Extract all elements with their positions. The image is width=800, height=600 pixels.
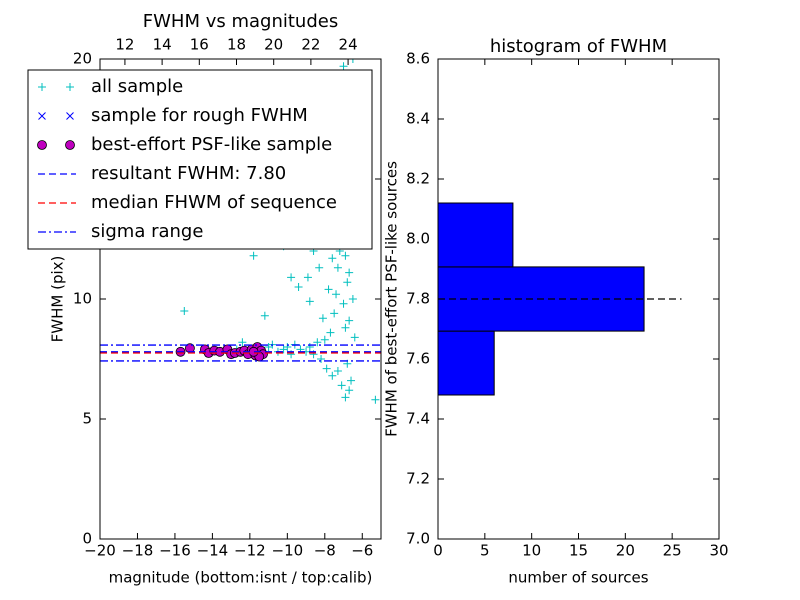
point	[283, 343, 292, 351]
point	[347, 376, 356, 385]
point	[333, 367, 342, 375]
legend-box	[27, 69, 373, 250]
x-tick-label: 25	[663, 542, 682, 560]
x2-tick-label: 24	[339, 36, 358, 54]
point	[37, 140, 47, 150]
point	[180, 307, 189, 315]
y-tick-label: 7.6	[406, 350, 430, 368]
legend-label: best-effort PSF-like sample	[91, 134, 332, 155]
point	[348, 295, 357, 303]
y-tick-label: 8.6	[406, 50, 430, 68]
point	[328, 371, 337, 380]
point	[324, 285, 333, 294]
x-tick-label: −12	[234, 542, 266, 560]
point	[339, 299, 348, 308]
x2-tick-label: 18	[227, 36, 246, 54]
y-axis-label: FWHM of best-effort PSF-like sources	[383, 161, 401, 437]
legend-label: sample for rough FWHM	[91, 105, 308, 126]
legend-label: sigma range	[91, 221, 203, 242]
y-tick-label: 0	[82, 530, 92, 548]
point	[339, 62, 348, 71]
y-tick-label: 8.4	[406, 110, 430, 128]
bar	[437, 330, 495, 396]
x-tick-label: 20	[616, 542, 635, 560]
x-tick-label: −8	[314, 542, 336, 560]
legend-label: median FHWM of sequence	[91, 192, 337, 213]
point	[350, 333, 359, 342]
y-tick-label: 8.2	[406, 170, 430, 188]
point	[238, 338, 247, 347]
x-tick-label: −6	[351, 542, 373, 560]
x-tick-label: 5	[480, 542, 490, 560]
point	[343, 278, 352, 287]
x2-tick-label: 14	[153, 36, 172, 54]
legend-label: resultant FWHM: 7.80	[91, 163, 286, 184]
point	[303, 273, 312, 282]
x-tick-label: 0	[433, 542, 443, 560]
point	[66, 83, 74, 91]
x2-tick-label: 22	[301, 36, 320, 54]
point	[333, 263, 342, 272]
point	[345, 386, 354, 395]
point	[305, 343, 314, 351]
x-tick-label: −20	[84, 542, 116, 560]
x-axis-label: number of sources	[508, 569, 648, 587]
x2-tick-label: 16	[190, 36, 209, 54]
point	[341, 323, 350, 332]
chart-title: FWHM vs magnitudes	[143, 11, 338, 32]
point	[322, 364, 331, 373]
point	[345, 316, 354, 325]
point	[371, 395, 380, 404]
point	[337, 381, 346, 390]
y-tick-label: 5	[82, 410, 92, 428]
x-tick-label: −10	[272, 542, 304, 560]
plot-border	[99, 58, 382, 540]
x-tick-label: 10	[522, 542, 541, 560]
point	[249, 251, 258, 260]
point	[317, 355, 326, 363]
point	[328, 254, 337, 263]
y-tick-label: 7.2	[406, 470, 430, 488]
point	[320, 335, 329, 344]
point	[348, 59, 357, 63]
x-tick-label: 15	[569, 542, 588, 560]
y-tick-label: 8.0	[406, 230, 430, 248]
point	[294, 283, 303, 291]
x2-tick-label: 20	[264, 36, 283, 54]
y-tick-label: 7.0	[406, 530, 430, 548]
point	[345, 268, 354, 277]
point	[38, 83, 46, 91]
x2-tick-label: 12	[115, 36, 134, 54]
point	[305, 297, 314, 306]
point	[66, 112, 74, 120]
point	[318, 314, 327, 323]
bar	[437, 202, 514, 268]
point	[326, 328, 335, 337]
x-tick-label: −16	[159, 542, 191, 560]
point	[313, 338, 322, 347]
y-tick-label: 10	[73, 290, 92, 308]
point	[341, 251, 350, 260]
legend-label: all sample	[91, 76, 183, 97]
point	[65, 140, 75, 150]
point	[315, 263, 324, 272]
point	[332, 290, 341, 299]
point	[287, 273, 296, 282]
y-axis-label: FWHM (pix)	[49, 256, 67, 343]
y-tick-label: 7.8	[406, 290, 430, 308]
point	[330, 309, 339, 318]
point	[38, 112, 46, 120]
x-axis-label: magnitude (bottom:isnt / top:calib)	[109, 569, 373, 587]
legend: all sample sample for rough FWHM best-effo…	[27, 69, 373, 250]
x-tick-label: −18	[122, 542, 154, 560]
y-tick-label: 20	[73, 50, 92, 68]
x-tick-label: −14	[197, 542, 229, 560]
x-tick-label: 30	[709, 542, 728, 560]
plot-border	[437, 58, 720, 540]
point	[341, 393, 350, 402]
chart-title: histogram of FWHM	[490, 36, 667, 57]
point	[260, 311, 269, 320]
y-tick-label: 7.4	[406, 410, 430, 428]
